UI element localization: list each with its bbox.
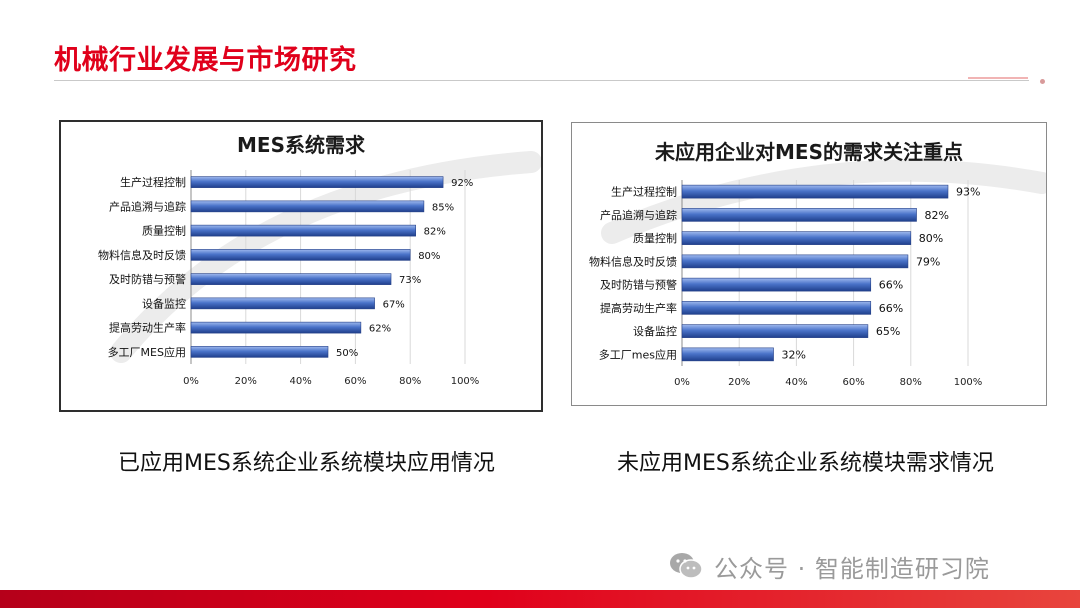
value-label: 66% bbox=[879, 302, 903, 315]
value-label: 85% bbox=[432, 202, 454, 213]
bar bbox=[190, 273, 392, 285]
wechat-icon bbox=[670, 553, 703, 579]
bar bbox=[190, 200, 425, 213]
bar bbox=[681, 254, 909, 269]
chart-non-user-focus: 未应用企业对MES的需求关注重点 0% 20% 40% 60% 80% 100% 生产过程控制… bbox=[571, 122, 1047, 406]
caption-right: 未应用MES系统企业系统模块需求情况 bbox=[617, 451, 994, 476]
watermark-text: 公众号 · 智能制造研习院 bbox=[714, 554, 990, 583]
chart-title: MES系统需求 bbox=[237, 133, 366, 157]
bar bbox=[681, 208, 917, 222]
value-label: 32% bbox=[782, 348, 806, 361]
value-label: 80% bbox=[418, 251, 440, 262]
value-label: 66% bbox=[879, 279, 903, 292]
chart-title: 未应用企业对MES的需求关注重点 bbox=[655, 140, 963, 164]
bar bbox=[681, 277, 872, 292]
value-label: 50% bbox=[336, 348, 358, 359]
bar bbox=[681, 324, 869, 338]
category-label: 质量控制 bbox=[142, 224, 186, 238]
title-divider-accent bbox=[968, 77, 1028, 79]
x-tick-label: 60% bbox=[842, 377, 864, 388]
x-tick-label: 100% bbox=[954, 377, 983, 388]
category-label: 及时防错与预警 bbox=[109, 272, 186, 286]
page-title: 机械行业发展与市场研究 bbox=[54, 45, 357, 76]
category-label: 多工厂mes应用 bbox=[599, 347, 677, 361]
value-label: 82% bbox=[925, 209, 949, 222]
footer-band bbox=[0, 590, 1080, 608]
value-label: 62% bbox=[369, 324, 391, 335]
chart-mes-demand-svg: MES系统需求 0% 20% 40% 60% 80% 100% 生产过程控制 92% 产品追溯与追… bbox=[98, 133, 541, 387]
category-label: 产品追溯与追踪 bbox=[600, 208, 677, 222]
x-tick-label: 40% bbox=[785, 377, 807, 388]
x-tick-label: 80% bbox=[900, 377, 922, 388]
category-label: 多工厂MES应用 bbox=[108, 345, 186, 359]
value-label: 65% bbox=[876, 325, 900, 338]
decorative-swoosh bbox=[110, 151, 541, 363]
category-label: 物料信息及时反馈 bbox=[589, 254, 677, 268]
bar bbox=[190, 297, 375, 310]
category-label: 生产过程控制 bbox=[611, 185, 677, 199]
title-divider-dot bbox=[1040, 79, 1045, 84]
bar bbox=[681, 231, 912, 245]
value-label: 73% bbox=[399, 275, 421, 286]
category-label: 质量控制 bbox=[633, 231, 677, 245]
category-label: 及时防错与预警 bbox=[600, 278, 677, 292]
x-tick-label: 20% bbox=[728, 377, 750, 388]
x-tick-label: 0% bbox=[183, 376, 199, 387]
bar bbox=[190, 321, 362, 334]
x-tick-label: 20% bbox=[235, 376, 257, 387]
watermark: 公众号 · 智能制造研习院 bbox=[668, 546, 990, 586]
category-label: 提高劳动生产率 bbox=[109, 321, 186, 335]
category-label: 产品追溯与追踪 bbox=[109, 199, 186, 213]
decorative-swoosh bbox=[601, 159, 1046, 244]
x-tick-label: 100% bbox=[451, 376, 480, 387]
bar bbox=[681, 347, 774, 362]
value-label: 79% bbox=[916, 255, 940, 268]
bar bbox=[190, 346, 329, 358]
value-label: 93% bbox=[956, 186, 980, 199]
chart-mes-demand: MES系统需求 0% 20% 40% 60% 80% 100% 生产过程控制 92% 产品追溯与追… bbox=[59, 120, 543, 412]
category-label: 设备监控 bbox=[142, 296, 186, 310]
x-tick-label: 40% bbox=[289, 376, 311, 387]
value-label: 92% bbox=[451, 178, 473, 189]
bar bbox=[681, 184, 949, 199]
value-label: 80% bbox=[919, 232, 943, 245]
category-label: 提高劳动生产率 bbox=[600, 301, 677, 315]
bar bbox=[190, 224, 416, 237]
caption-left: 已应用MES系统企业系统模块应用情况 bbox=[118, 451, 495, 476]
x-tick-label: 80% bbox=[399, 376, 421, 387]
category-label: 生产过程控制 bbox=[120, 175, 186, 189]
value-label: 82% bbox=[424, 227, 446, 238]
category-label: 设备监控 bbox=[633, 324, 677, 338]
category-label: 物料信息及时反馈 bbox=[98, 248, 186, 262]
chart-non-user-focus-svg: 未应用企业对MES的需求关注重点 0% 20% 40% 60% 80% 100% 生产过程控制… bbox=[589, 140, 1046, 388]
value-label: 67% bbox=[383, 299, 405, 310]
title-divider bbox=[54, 80, 1029, 81]
x-tick-label: 60% bbox=[344, 376, 366, 387]
bar bbox=[681, 301, 872, 315]
bar bbox=[190, 249, 411, 261]
bar bbox=[190, 176, 444, 188]
x-tick-label: 0% bbox=[674, 377, 690, 388]
